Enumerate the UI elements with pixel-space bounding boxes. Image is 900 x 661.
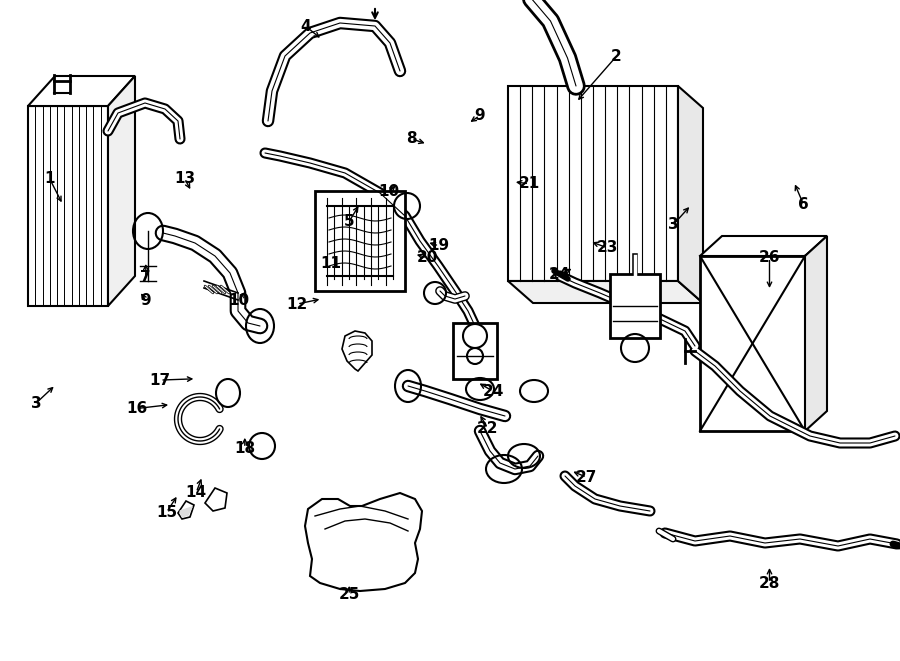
Bar: [453, 323, 497, 379]
Polygon shape: [108, 76, 135, 306]
Polygon shape: [700, 236, 827, 256]
Text: 9: 9: [140, 293, 151, 308]
Text: 15: 15: [156, 505, 177, 520]
Text: 12: 12: [286, 297, 308, 311]
Text: 13: 13: [174, 171, 195, 186]
Text: 16: 16: [126, 401, 148, 416]
Text: 3: 3: [31, 396, 41, 410]
Polygon shape: [205, 488, 227, 511]
Text: 24: 24: [549, 267, 571, 282]
Text: 26: 26: [759, 251, 780, 265]
Bar: [610, 274, 660, 338]
Polygon shape: [28, 76, 135, 106]
Text: 21: 21: [518, 176, 540, 191]
Bar: [315, 191, 405, 291]
Text: 10: 10: [228, 293, 249, 308]
Text: 22: 22: [477, 421, 499, 436]
Text: 10: 10: [378, 184, 400, 199]
Text: 7: 7: [140, 270, 151, 285]
Polygon shape: [178, 501, 194, 519]
Text: 1: 1: [44, 171, 55, 186]
Text: 24: 24: [482, 384, 504, 399]
Text: 27: 27: [576, 470, 598, 485]
Text: 18: 18: [234, 441, 256, 455]
Polygon shape: [28, 106, 108, 306]
Text: 6: 6: [798, 198, 809, 212]
Text: 25: 25: [338, 588, 360, 602]
Text: 28: 28: [759, 576, 780, 590]
Polygon shape: [508, 281, 703, 303]
Text: 4: 4: [301, 19, 311, 34]
Text: 17: 17: [149, 373, 171, 387]
Polygon shape: [805, 236, 827, 431]
Text: 5: 5: [344, 214, 355, 229]
Text: 23: 23: [597, 241, 618, 255]
Text: 3: 3: [668, 217, 679, 232]
Text: 8: 8: [406, 132, 417, 146]
Polygon shape: [342, 331, 372, 371]
Text: 11: 11: [320, 256, 342, 270]
Polygon shape: [700, 256, 805, 431]
Polygon shape: [180, 507, 192, 517]
Polygon shape: [305, 493, 422, 591]
Text: 14: 14: [185, 485, 207, 500]
Text: 20: 20: [417, 251, 438, 265]
Text: 19: 19: [428, 239, 450, 253]
Text: 2: 2: [611, 49, 622, 63]
Polygon shape: [678, 86, 703, 303]
Polygon shape: [508, 86, 678, 281]
Text: 9: 9: [474, 108, 485, 123]
